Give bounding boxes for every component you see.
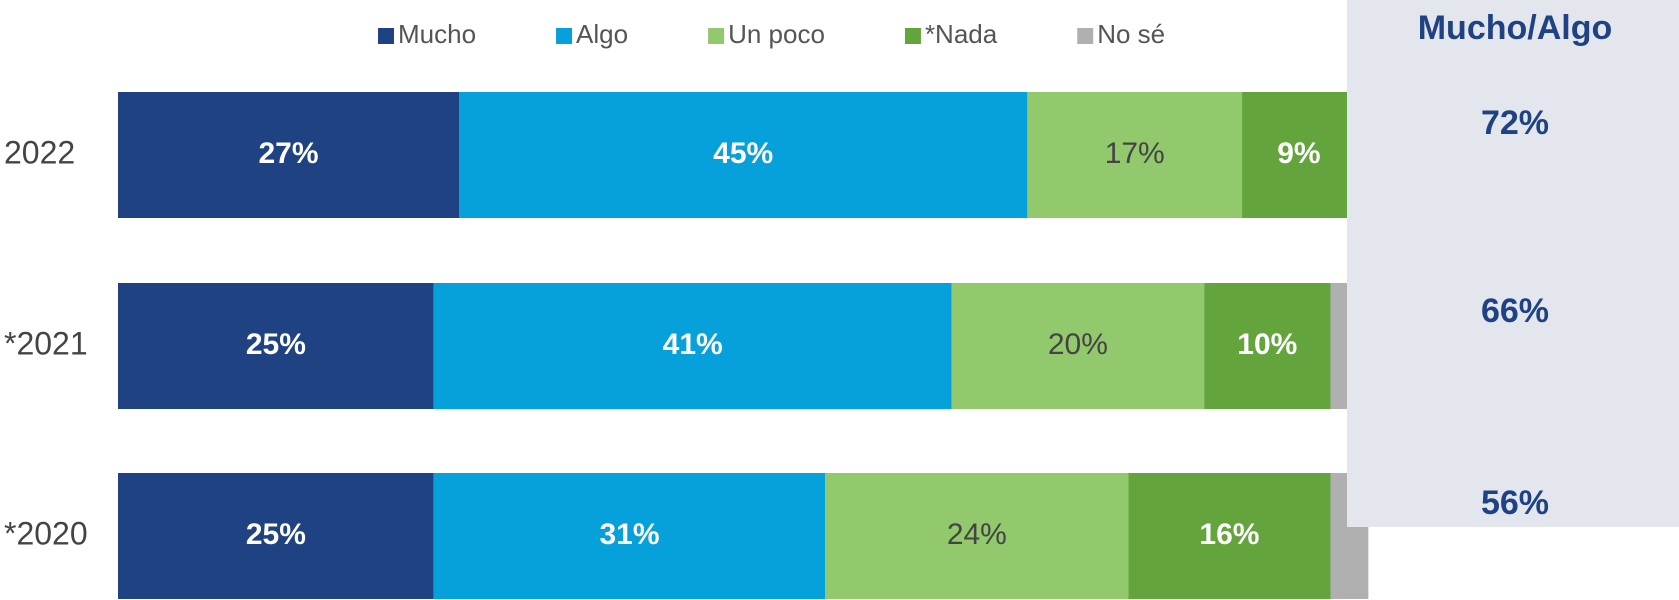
data-label: 45%	[713, 137, 773, 170]
bar-segment	[433, 283, 952, 409]
bar-segment	[118, 283, 434, 409]
legend-label: Mucho	[398, 19, 476, 49]
data-label: 17%	[1105, 137, 1165, 170]
data-label: 24%	[947, 518, 1007, 551]
bar-segment	[1204, 283, 1331, 409]
bar-segment	[459, 92, 1028, 218]
data-label: 10%	[1237, 328, 1297, 361]
bar-segment	[118, 92, 460, 218]
y-tick-label: *2021	[4, 325, 88, 361]
summary-value: 66%	[1481, 292, 1549, 330]
bar-segment	[825, 473, 1129, 599]
data-label: 20%	[1048, 328, 1108, 361]
data-label: 27%	[258, 137, 318, 170]
legend-label: *Nada	[925, 19, 998, 49]
summary-value: 56%	[1481, 484, 1549, 522]
data-label: 25%	[246, 518, 306, 551]
legend-label: Algo	[576, 19, 628, 49]
summary-title: Mucho/Algo	[1418, 9, 1613, 47]
legend-swatch	[556, 28, 573, 44]
legend-swatch	[708, 28, 725, 44]
bar-segment	[1027, 92, 1243, 218]
y-tick-label: *2020	[4, 515, 88, 551]
legend-swatch	[378, 28, 394, 44]
bar-segment	[433, 473, 826, 599]
y-tick-label: 2022	[4, 134, 75, 170]
summary-panel	[1347, 0, 1679, 527]
data-label: 41%	[663, 328, 723, 361]
data-label: 16%	[1199, 518, 1259, 551]
data-label: 25%	[246, 328, 306, 361]
bar-segment	[1242, 92, 1356, 218]
legend-label: No sé	[1097, 19, 1165, 49]
data-label: 9%	[1277, 137, 1320, 170]
summary-value: 72%	[1481, 104, 1549, 142]
legend-label: Un poco	[728, 19, 825, 49]
bar-segment	[1128, 473, 1331, 599]
legend-swatch	[904, 28, 921, 44]
bar-segment	[118, 473, 434, 599]
data-label: 31%	[599, 518, 659, 551]
bar-segment	[951, 283, 1205, 409]
legend-swatch	[1077, 28, 1094, 44]
